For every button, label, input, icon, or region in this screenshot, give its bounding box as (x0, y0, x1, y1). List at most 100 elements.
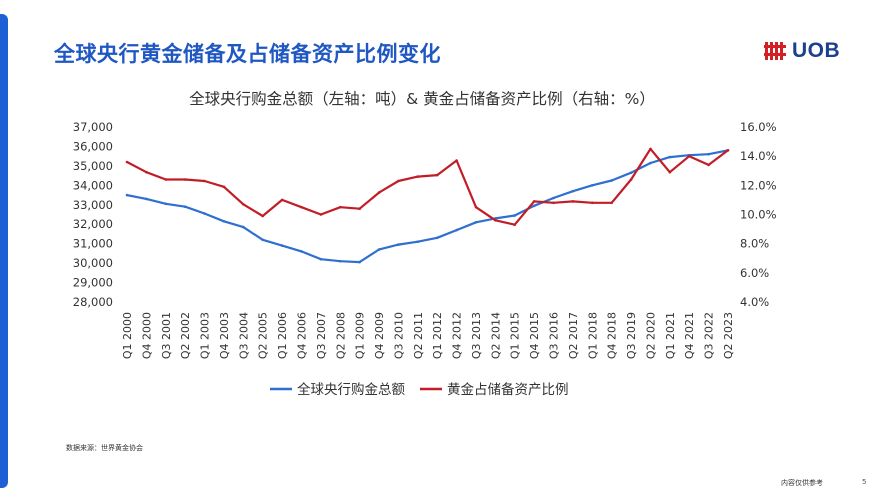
data-point-gold-share (668, 170, 672, 174)
data-point-total-holdings (610, 179, 613, 182)
data-point-gold-share (571, 200, 575, 203)
left-y-tick-label: 35,000 (73, 159, 113, 173)
x-tick-label: Q2 2014 (489, 312, 502, 359)
right-y-tick-label: 12.0% (740, 178, 777, 192)
x-tick-label: Q1 2006 (276, 312, 289, 359)
x-tick-label: Q2 2008 (334, 312, 347, 359)
data-point-gold-share (687, 154, 691, 158)
page-number: 5 (862, 478, 867, 486)
data-point-gold-share (203, 179, 206, 183)
legend-entry-total-holdings-label: 全球央行购金总额 (297, 381, 405, 398)
data-point-total-holdings (474, 221, 478, 224)
data-point-total-holdings (707, 152, 710, 156)
data-point-gold-share (649, 147, 652, 151)
x-tick-label: Q1 2015 (509, 312, 522, 359)
data-point-total-holdings (455, 228, 458, 232)
x-tick-label: Q2 2017 (567, 312, 580, 359)
chart-title: 全球央行购金总额（左轴：吨）& 黄金占储备资产比例（右轴：%） (189, 90, 655, 108)
page-title: 全球央行黄金储备及占储备资产比例变化 (54, 42, 441, 66)
right-y-tick-label: 10.0% (740, 208, 777, 222)
x-tick-label: Q1 2003 (199, 312, 212, 359)
right-y-tick-label: 8.0% (740, 237, 769, 251)
data-point-total-holdings (145, 197, 148, 201)
data-point-total-holdings (203, 212, 206, 215)
left-y-axis: 28,000 29,000 30,000 31,000 32,000 33,000 34,0… (73, 120, 113, 309)
data-point-total-holdings (261, 238, 265, 242)
x-tick-label: Q1 2009 (354, 312, 367, 359)
data-point-gold-share (125, 160, 129, 164)
data-point-total-holdings (571, 189, 575, 193)
data-point-total-holdings (300, 250, 303, 253)
x-tick-label: Q3 2022 (703, 312, 716, 359)
left-y-tick-label: 36,000 (73, 139, 113, 153)
x-tick-label: Q3 2019 (625, 312, 638, 359)
data-point-gold-share (532, 200, 536, 203)
x-axis: Q1 2000 Q4 2000 Q3 2001 Q2 2002 Q1 2003 Q4 20… (121, 312, 735, 359)
data-point-total-holdings (435, 236, 439, 240)
data-point-total-holdings (591, 184, 594, 187)
data-point-gold-share (494, 219, 497, 222)
x-tick-label: Q3 2004 (237, 312, 250, 359)
uob-logo: UOB (764, 39, 840, 63)
data-point-gold-share (300, 205, 303, 209)
data-point-gold-share (145, 170, 148, 174)
x-tick-label: Q4 2000 (140, 312, 153, 359)
left-y-tick-label: 28,000 (73, 295, 113, 309)
x-tick-label: Q4 2006 (295, 312, 308, 359)
x-tick-label: Q4 2015 (528, 312, 541, 359)
data-point-total-holdings (222, 220, 226, 223)
x-tick-label: Q4 2003 (218, 312, 231, 359)
data-point-total-holdings (532, 204, 536, 208)
data-point-total-holdings (242, 225, 245, 229)
x-tick-label: Q1 2021 (664, 312, 677, 359)
data-point-gold-share (280, 198, 284, 202)
x-tick-label: Q3 2016 (548, 312, 561, 359)
data-point-gold-share (319, 213, 323, 216)
uob-logo-text: UOB (792, 39, 841, 62)
x-tick-label: Q4 2009 (373, 312, 386, 359)
data-point-gold-share (474, 205, 478, 209)
disclaimer-note: 内容仅供参考 (781, 479, 823, 487)
data-point-total-holdings (552, 196, 555, 200)
data-point-total-holdings (416, 240, 420, 243)
data-point-gold-share (726, 149, 730, 152)
x-tick-label: Q2 2011 (412, 312, 425, 359)
x-tick-label: Q4 2012 (451, 312, 464, 359)
uob-logo-mark-icon (764, 42, 786, 60)
data-point-gold-share (222, 185, 226, 189)
x-tick-label: Q3 2013 (470, 312, 483, 359)
chart-legend: 全球央行购金总额 黄金占储备资产比例 (270, 381, 569, 398)
data-point-gold-share (377, 191, 381, 194)
left-y-tick-label: 37,000 (73, 120, 113, 134)
left-y-tick-label: 29,000 (73, 276, 113, 290)
data-point-gold-share (261, 214, 265, 218)
data-point-total-holdings (164, 202, 168, 206)
right-y-axis: 4.0% 6.0% 8.0% 10.0% 12.0% 14.0% 16.0% (740, 120, 777, 309)
data-point-gold-share (707, 163, 710, 167)
data-point-total-holdings (649, 161, 652, 165)
x-tick-label: Q2 2023 (722, 312, 735, 359)
left-y-tick-label: 30,000 (73, 256, 113, 270)
left-y-tick-label: 33,000 (73, 198, 113, 212)
data-point-gold-share (435, 173, 439, 177)
data-point-gold-share (513, 223, 516, 226)
series-line-gold-share (126, 147, 729, 226)
x-tick-label: Q1 2000 (121, 312, 134, 359)
data-point-gold-share (610, 201, 613, 205)
data-point-total-holdings (668, 155, 672, 159)
left-y-tick-label: 32,000 (73, 217, 113, 231)
data-point-gold-share (164, 178, 168, 181)
data-point-total-holdings (125, 193, 129, 197)
data-point-total-holdings (358, 260, 361, 264)
x-tick-label: Q2 2005 (257, 312, 270, 359)
data-point-gold-share (629, 178, 633, 181)
x-tick-label: Q4 2018 (606, 312, 619, 359)
left-accent-bar (0, 14, 8, 488)
data-point-gold-share (242, 203, 245, 206)
data-point-gold-share (183, 178, 187, 181)
source-note: 数据来源：世界黄金协会 (66, 444, 143, 452)
right-y-tick-label: 6.0% (740, 266, 769, 280)
right-y-tick-label: 4.0% (740, 295, 769, 309)
